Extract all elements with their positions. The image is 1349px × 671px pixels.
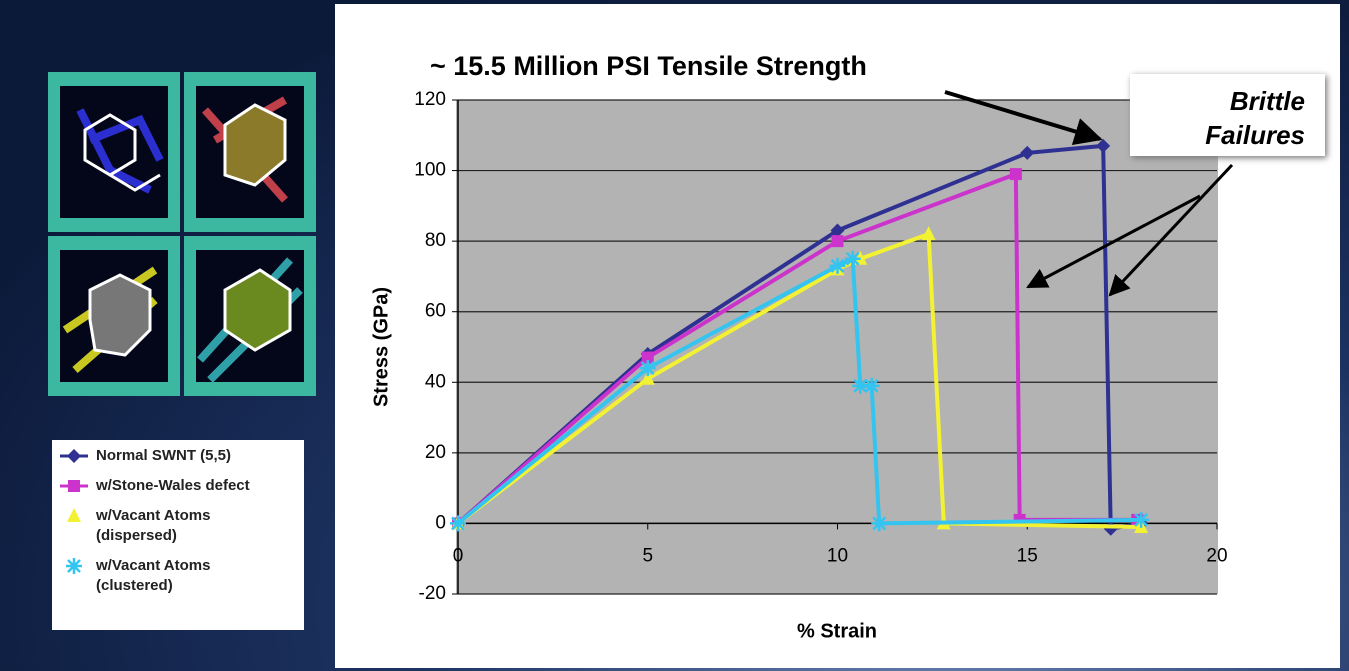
point bbox=[871, 515, 888, 532]
legend-symbol bbox=[67, 508, 81, 522]
y-tick-label: 40 bbox=[425, 371, 446, 392]
y-axis-label: Stress (GPa) bbox=[370, 287, 392, 407]
point bbox=[852, 377, 869, 394]
point bbox=[831, 235, 844, 248]
thumbnails bbox=[48, 72, 316, 396]
point bbox=[1133, 511, 1150, 528]
point bbox=[844, 250, 861, 267]
legend-symbol bbox=[66, 558, 82, 574]
legend-label: w/Vacant Atoms (dispersed) bbox=[96, 507, 211, 544]
legend-item: Normal SWNT (5,5) bbox=[58, 446, 298, 466]
point bbox=[641, 351, 654, 364]
x-tick-label: 15 bbox=[1017, 545, 1038, 566]
legend: Normal SWNT (5,5) w/Stone-Wales defect w/V… bbox=[52, 440, 304, 630]
legend-symbol bbox=[60, 449, 88, 463]
legend-label: w/Stone-Wales defect bbox=[96, 477, 250, 494]
y-tick-label: -20 bbox=[419, 583, 446, 604]
x-tick-label: 20 bbox=[1206, 545, 1227, 566]
y-tick-label: 100 bbox=[414, 160, 446, 181]
legend-item: w/Vacant Atoms (dispersed) bbox=[58, 506, 298, 546]
x-tick-label: 10 bbox=[827, 545, 848, 566]
legend-marker bbox=[67, 508, 81, 522]
legend-item: w/Stone-Wales defect bbox=[58, 476, 298, 496]
y-tick-label: 60 bbox=[425, 301, 446, 322]
y-tick-label: 120 bbox=[414, 89, 446, 110]
chart-title: ~ 15.5 Million PSI Tensile Strength bbox=[430, 51, 867, 81]
legend-label: w/Vacant Atoms (clustered) bbox=[96, 557, 211, 594]
point bbox=[450, 515, 466, 532]
point bbox=[1009, 168, 1022, 181]
legend-marker bbox=[68, 480, 80, 492]
x-axis-label: % Strain bbox=[797, 620, 877, 642]
legend-symbol bbox=[60, 480, 88, 492]
point bbox=[1020, 145, 1035, 160]
legend-label: Normal SWNT (5,5) bbox=[96, 447, 232, 464]
legend-item: w/Vacant Atoms (clustered) bbox=[58, 556, 298, 596]
point bbox=[640, 370, 655, 385]
point bbox=[829, 257, 846, 274]
point bbox=[639, 360, 656, 377]
legend-marker bbox=[66, 558, 82, 574]
y-tick-label: 20 bbox=[425, 442, 446, 463]
point bbox=[863, 377, 880, 394]
point bbox=[921, 226, 936, 241]
point bbox=[830, 223, 845, 238]
arrows bbox=[944, 90, 1234, 297]
y-tick-label: 80 bbox=[425, 230, 446, 251]
plot-area bbox=[456, 100, 1218, 594]
y-tick-label: 0 bbox=[435, 512, 446, 533]
series-line bbox=[456, 255, 1142, 526]
legend-marker bbox=[67, 449, 81, 463]
x-tick-label: 5 bbox=[642, 545, 653, 566]
annotation: Brittle Failures bbox=[1130, 74, 1325, 156]
